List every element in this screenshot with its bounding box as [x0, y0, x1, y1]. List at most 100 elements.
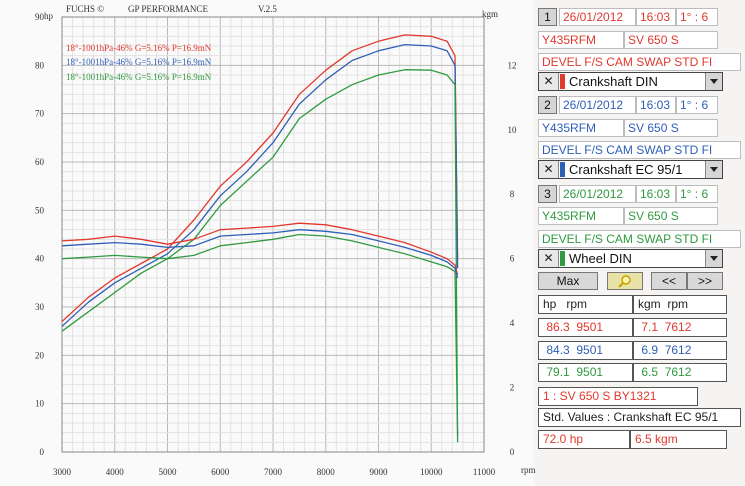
company-label: GP PERFORMANCE — [128, 4, 208, 14]
legend-blue: 18°-1001hPa-46% G=5.16% P=16.9mN — [66, 57, 212, 67]
kgm-std-value: 6.5 kgm — [630, 430, 727, 449]
result-1-kgm: 7.1 — [641, 320, 659, 334]
run-3-index[interactable]: 3 — [538, 185, 557, 203]
hp-header: hp — [543, 297, 557, 311]
y-tick-label: 20 — [35, 350, 45, 360]
result-2-hp: 84.3 — [546, 343, 570, 357]
y-tick-label: 90 — [35, 12, 45, 22]
run-1-index[interactable]: 1 — [538, 8, 557, 26]
y-tick-label: 70 — [35, 109, 45, 119]
version-label: V.2.5 — [258, 4, 277, 14]
previous-button[interactable]: << — [651, 272, 687, 290]
series-line-blue-right — [61, 229, 459, 279]
run-3-description: DEVEL F/S CAM SWAP STD FI — [538, 230, 741, 248]
legend-red: 18°-1001hPa-46% G=5.16% P=16.9mN — [66, 43, 212, 53]
run-1-remove-icon[interactable]: ✕ — [539, 73, 559, 90]
series-line-blue-left — [61, 43, 459, 327]
hp-std-value: 72.0 hp — [538, 430, 630, 449]
run-2-id: Y435RFM — [538, 119, 624, 137]
legend-green: 18°-1001hPa-46% G=5.16% P=16.9mN — [66, 72, 212, 82]
run-3-time: 16:03 — [636, 185, 676, 203]
dyno-chart-panel: 3000 4000 5000 6000 7000 8000 9000 10000 11000 0 1… — [35, 4, 536, 477]
run-1-standard-value: Crankshaft DIN — [569, 74, 658, 89]
x-tick-label: 3000 — [53, 467, 72, 477]
run-1-standard-dropdown[interactable]: ✕ Crankshaft DIN — [538, 72, 723, 91]
series-line-red-left — [61, 34, 459, 322]
x-tick-label: 8000 — [317, 467, 336, 477]
run-2-model: SV 650 S — [624, 119, 718, 137]
run-3-step: 1° : 6 — [676, 185, 718, 203]
y-tick-label: 30 — [35, 302, 45, 312]
result-3-kgm-rpm: 7612 — [664, 365, 692, 379]
next-button[interactable]: >> — [687, 272, 723, 290]
result-2-hp-rpm: 9501 — [576, 343, 604, 357]
run-2-standard-value: Crankshaft EC 95/1 — [569, 162, 683, 177]
result-2-kgm: 6.9 — [641, 343, 659, 357]
result-1-kgm-rpm: 7612 — [664, 320, 692, 334]
x-tick-label: 11000 — [473, 467, 496, 477]
result-3-hp: 79.1 — [546, 365, 570, 379]
results-header-kgm: kgm rpm — [633, 295, 727, 314]
run-2-time: 16:03 — [636, 96, 676, 114]
x-tick-label: 7000 — [264, 467, 283, 477]
magnifier-button[interactable] — [607, 272, 643, 290]
rpm-axis-unit: rpm — [521, 465, 536, 475]
kgm-header: kgm — [638, 297, 661, 311]
result-3-hp-rpm: 9501 — [576, 365, 604, 379]
run-2-step: 1° : 6 — [676, 96, 718, 114]
run-1-step: 1° : 6 — [676, 8, 718, 26]
results-header-hp: hp rpm — [538, 295, 633, 314]
magnifier-icon — [618, 275, 631, 288]
run-2-standard-dropdown[interactable]: ✕ Crankshaft EC 95/1 — [538, 160, 723, 179]
y2-tick-label: 4 — [510, 318, 515, 328]
run-3-remove-icon[interactable]: ✕ — [539, 250, 559, 267]
run-1-model: SV 650 S — [624, 31, 718, 49]
plot-frame — [61, 16, 485, 453]
run-3-standard-value: Wheel DIN — [569, 251, 632, 266]
x-tick-label: 4000 — [106, 467, 125, 477]
y-tick-label: 40 — [35, 254, 45, 264]
series-line-green-right — [61, 233, 459, 436]
kgm-axis-unit: kgm — [482, 9, 499, 19]
y2-tick-label: 2 — [510, 383, 515, 393]
run-2-index[interactable]: 2 — [538, 96, 557, 114]
result-row-2-kgm: 6.9 7612 — [633, 341, 727, 360]
result-row-1-kgm: 7.1 7612 — [633, 318, 727, 337]
run-3-model: SV 650 S — [624, 207, 718, 225]
x-tick-label: 10000 — [420, 467, 443, 477]
y2-tick-label: 6 — [510, 254, 515, 264]
y2-tick-label: 12 — [508, 60, 517, 70]
y2-tick-label: 10 — [508, 125, 518, 135]
result-row-3-kgm: 6.5 7612 — [633, 363, 727, 382]
x-tick-label: 5000 — [159, 467, 178, 477]
y2-tick-label: 8 — [510, 189, 515, 199]
y2-tick-label: 0 — [510, 447, 515, 457]
run-1-time: 16:03 — [636, 8, 676, 26]
run-info-panel: 1 26/01/2012 16:03 1° : 6 Y435RFM SV 650… — [535, 4, 741, 482]
result-2-kgm-rpm: 7612 — [664, 343, 692, 357]
y-tick-label: 0 — [40, 447, 45, 457]
run-2-description: DEVEL F/S CAM SWAP STD FI — [538, 141, 741, 159]
chevron-down-icon[interactable] — [705, 73, 722, 90]
result-row-1-hp: 86.3 9501 — [538, 318, 633, 337]
result-row-2-hp: 84.3 9501 — [538, 341, 633, 360]
run-2-remove-icon[interactable]: ✕ — [539, 161, 559, 178]
run-2-color-swatch — [560, 162, 565, 177]
vehicle-info: 1 : SV 650 S BY1321 — [538, 387, 698, 406]
dyno-chart: 3000 4000 5000 6000 7000 8000 9000 10000 11000 0 1… — [35, 12, 518, 477]
run-2-date: 26/01/2012 — [559, 96, 636, 114]
run-3-color-swatch — [560, 251, 565, 266]
chevron-down-icon[interactable] — [705, 250, 722, 267]
run-3-standard-dropdown[interactable]: ✕ Wheel DIN — [538, 249, 723, 268]
run-1-color-swatch — [560, 74, 565, 89]
chevron-down-icon[interactable] — [705, 161, 722, 178]
result-1-hp-rpm: 9501 — [576, 320, 604, 334]
run-1-date: 26/01/2012 — [559, 8, 636, 26]
max-button[interactable]: Max — [538, 272, 598, 290]
run-3-date: 26/01/2012 — [559, 185, 636, 203]
y-tick-label: 80 — [35, 60, 45, 70]
y-tick-label: 10 — [35, 399, 45, 409]
kgm-rpm-header: rpm — [667, 297, 689, 311]
x-tick-label: 6000 — [211, 467, 230, 477]
y-tick-label: 60 — [35, 157, 45, 167]
